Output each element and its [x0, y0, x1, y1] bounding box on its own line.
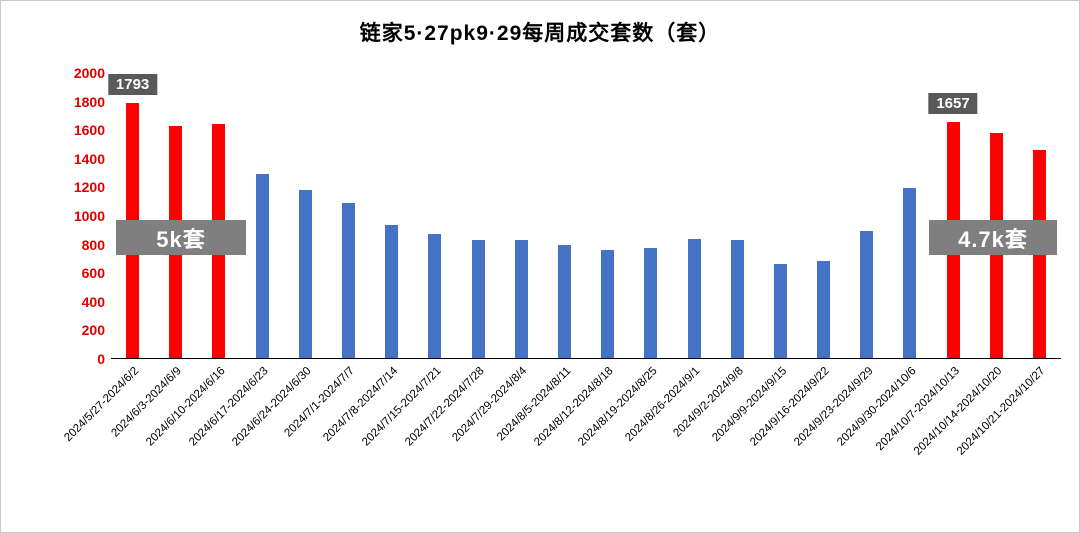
x-tick-label: 2024/6/10-2024/6/16 [143, 365, 228, 449]
bar-week-6 [342, 202, 356, 358]
y-tick-label: 600 [81, 265, 105, 282]
bar-week-12 [601, 249, 615, 358]
x-tick-label: 2024/8/26-2024/9/1 [623, 365, 703, 445]
y-axis: 0 200 400 600 800 1000 1200 1400 1600 1800 2000 [1, 65, 105, 367]
y-tick-label: 2000 [73, 65, 105, 81]
bar-week-8 [428, 234, 442, 358]
y-tick-label: 200 [81, 322, 105, 339]
bar-slot [154, 73, 197, 358]
bar-week-9 [471, 239, 485, 358]
x-axis-labels: 2024/5/27-2024/6/2 2024/6/3-2024/6/9 2024/… [62, 363, 1061, 531]
bar-week-14 [687, 239, 701, 358]
bar-slot [888, 73, 931, 358]
bar-slot [457, 73, 500, 358]
y-tick-label: 1600 [73, 122, 105, 139]
x-tick-label: 2024/6/24-2024/6/30 [230, 365, 314, 449]
bar-week-4 [255, 174, 269, 358]
bar-slot [413, 73, 456, 358]
x-tick-label: 2024/8/12-2024/8/18 [532, 365, 617, 449]
bar-week-15 [730, 240, 744, 358]
x-tick-label: 2024/7/29-2024/8/4 [450, 365, 530, 445]
bar-week-11 [557, 245, 571, 358]
bar-week-13 [644, 248, 658, 358]
bar-week-16 [773, 263, 787, 358]
annotation-4-7k-box: 4.7k套 [929, 220, 1057, 255]
bar-slot [932, 73, 975, 358]
bar-slot [370, 73, 413, 358]
plot-area: 1793 1657 [107, 73, 1061, 359]
bar-slot [586, 73, 629, 358]
x-tick-label: 2024/9/16-2024/9/22 [748, 365, 832, 449]
y-tick-label: 1400 [73, 150, 105, 167]
bar-slot [241, 73, 284, 358]
y-tick-label: 1800 [73, 93, 105, 110]
bar-slot [1018, 73, 1061, 358]
x-tick-label: 2024/9/9-2024/9/15 [709, 365, 789, 445]
x-tick-label: 2024/7/15-2024/7/21 [359, 365, 444, 449]
bar-week-17 [817, 261, 831, 358]
x-tick-label: 2024/8/19-2024/8/25 [575, 365, 660, 449]
x-tick-label: 2024/7/8-2024/7/14 [321, 365, 401, 445]
bar-slot [716, 73, 759, 358]
chart-title: 链家5·27pk9·29每周成交套数（套） [359, 22, 721, 45]
x-tick-label: 2024/9/23-2024/9/29 [791, 365, 876, 449]
y-tick-label: 0 [97, 351, 105, 367]
bar-slot [759, 73, 802, 358]
bar-slot [197, 73, 240, 358]
x-tick-label: 2024/5/27-2024/6/2 [62, 365, 142, 445]
bar-week-19 [903, 188, 917, 358]
x-tick-label: 2024/9/30-2024/10/6 [834, 365, 919, 449]
y-tick-label: 800 [81, 236, 105, 253]
x-tick-label: 2024/10/7-2024/10/13 [873, 365, 962, 454]
x-tick-label: 2024/8/5-2024/8/11 [494, 365, 573, 444]
bar-slot [975, 73, 1018, 358]
y-tick-label: 1000 [73, 208, 105, 224]
bar-value-label: 1657 [928, 92, 978, 114]
bar-slot [629, 73, 672, 358]
x-tick-label: 2024/6/17-2024/6/23 [187, 365, 271, 449]
bar-slot [111, 73, 154, 358]
x-tick-label: 2024/10/21-2024/10/27 [955, 365, 1048, 458]
bar-week-18 [860, 231, 874, 358]
bar-slot [543, 73, 586, 358]
x-tick-label: 2024/7/22-2024/7/28 [402, 365, 487, 449]
y-tick-label: 1200 [73, 179, 105, 196]
bar-slot [845, 73, 888, 358]
bar-week-5 [298, 189, 312, 358]
bar-slot [672, 73, 715, 358]
bar-slot [327, 73, 370, 358]
bar-slot [802, 73, 845, 358]
bar-slot [500, 73, 543, 358]
y-tick-label: 400 [81, 293, 105, 310]
annotation-5k-box: 5k套 [116, 220, 246, 255]
bar-week-7 [385, 225, 399, 358]
bar-slot [284, 73, 327, 358]
bar-week-10 [514, 240, 528, 358]
bar-value-label: 1793 [107, 73, 158, 95]
bars-container [111, 73, 1061, 358]
